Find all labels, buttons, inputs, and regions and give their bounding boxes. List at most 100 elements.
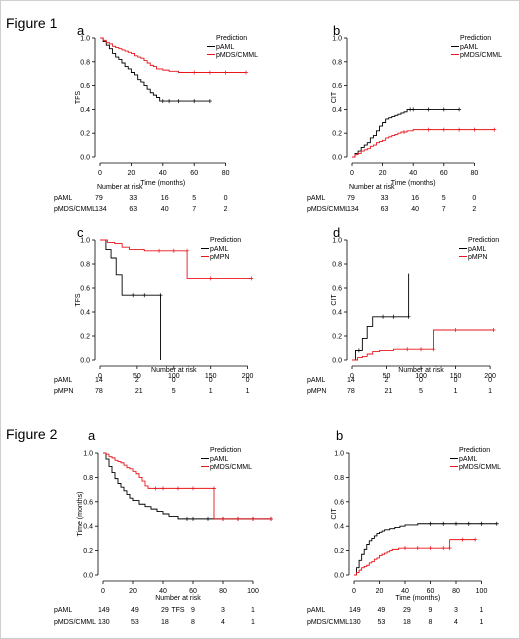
y-tick-label: 1.0 — [332, 238, 342, 245]
censor-mark — [454, 521, 458, 526]
series-line-pAML — [354, 523, 497, 576]
risk-cell: 1 — [488, 388, 492, 395]
series-line-pMDS/CMML — [103, 452, 271, 520]
censor-mark — [441, 521, 446, 526]
risk-cell: 29 — [161, 607, 169, 614]
censor-mark — [192, 99, 197, 104]
risk-cell: 18 — [161, 619, 169, 626]
x-axis-label-secondary: Number at risk — [155, 595, 201, 602]
risk-cell: 0 — [454, 377, 458, 384]
series-line-pAML — [103, 452, 271, 520]
censor-mark — [473, 537, 478, 542]
censor-mark — [160, 99, 165, 104]
x-axis-label: Number at risk — [398, 367, 444, 374]
risk-cell: 0 — [172, 377, 176, 384]
risk-cell: 2 — [135, 377, 139, 384]
figure-1-title: Figure 1 — [6, 15, 58, 31]
series-line-pMDS/CMML — [100, 37, 247, 73]
censor-mark — [158, 293, 163, 298]
risk-cell: 149 — [98, 607, 110, 614]
y-tick-label: 0.0 — [83, 573, 93, 580]
x-tick-label: 20 — [128, 170, 136, 177]
x-axis-label: TFS — [171, 607, 185, 614]
y-tick-label: 0.6 — [332, 286, 342, 293]
y-tick-label: 0.4 — [80, 107, 90, 114]
x-tick-label: 20 — [129, 588, 137, 595]
censor-mark — [176, 99, 181, 104]
legend-entry: pAML — [210, 456, 228, 463]
x-tick-label: 60 — [440, 170, 448, 177]
censor-mark — [466, 521, 471, 526]
risk-cell: 4 — [454, 619, 458, 626]
risk-cell: 134 — [95, 206, 107, 213]
censor-mark — [206, 516, 210, 521]
risk-cell: 78 — [347, 388, 355, 395]
risk-cell: 29 — [403, 607, 411, 614]
risk-cell: 40 — [161, 206, 169, 213]
censor-mark — [415, 546, 420, 551]
censor-mark — [460, 537, 465, 542]
risk-cell: 9 — [191, 607, 195, 614]
censor-mark — [171, 248, 176, 253]
x-tick-label: 50 — [383, 373, 391, 380]
y-axis-label: TFS — [75, 293, 82, 307]
y-tick-label: 0.4 — [80, 310, 90, 317]
censor-mark — [153, 486, 158, 491]
panel-label: b — [333, 23, 340, 38]
risk-cell: 1 — [251, 607, 255, 614]
x-tick-label: 0 — [98, 373, 102, 380]
censor-mark — [457, 107, 462, 112]
censor-mark — [142, 293, 147, 298]
panel-label: d — [333, 225, 340, 240]
x-tick-label: 100 — [168, 373, 180, 380]
x-tick-label: 200 — [242, 373, 254, 380]
x-tick-label: 40 — [159, 588, 167, 595]
x-tick-label: 20 — [379, 170, 387, 177]
y-tick-label: 0.4 — [332, 310, 342, 317]
y-tick-label: 0.6 — [332, 83, 342, 90]
y-tick-label: 1.0 — [80, 36, 90, 43]
y-tick-label: 0.2 — [80, 131, 90, 138]
series-line-pAML — [352, 273, 410, 361]
censor-mark — [441, 546, 446, 551]
risk-cell: 0 — [224, 195, 228, 202]
risk-row-label: pMDS/CMML — [307, 619, 349, 626]
censor-mark — [406, 314, 411, 319]
censor-mark — [131, 293, 136, 298]
risk-cell: 33 — [381, 195, 389, 202]
risk-cell: 3 — [454, 607, 458, 614]
series-line-pAML — [100, 239, 161, 360]
panel-label: c — [77, 225, 84, 240]
legend-entry: pAML — [210, 246, 228, 253]
risk-cell: 33 — [129, 195, 137, 202]
risk-row-label: pAML — [307, 377, 325, 384]
risk-table-title: Number at risk — [97, 184, 143, 191]
legend-entry: pMDS/CMML — [210, 464, 252, 471]
y-tick-label: 0.0 — [80, 155, 90, 162]
risk-cell: 49 — [131, 607, 139, 614]
risk-cell: 2 — [385, 377, 389, 384]
panel-label: b — [336, 428, 343, 443]
y-tick-label: 0.6 — [80, 83, 90, 90]
legend-entry: pMPN — [210, 254, 229, 261]
censor-mark — [185, 516, 189, 521]
y-axis-label: CIT — [331, 294, 338, 306]
risk-cell: 1 — [246, 388, 250, 395]
risk-row-label: pMPN — [307, 388, 326, 395]
risk-cell: 1 — [454, 388, 458, 395]
risk-cell: 78 — [95, 388, 103, 395]
risk-cell: 49 — [378, 607, 386, 614]
x-tick-label: 0 — [350, 170, 354, 177]
y-axis-label: CIT — [331, 508, 338, 520]
x-tick-label: 100 — [476, 588, 488, 595]
legend-title: Prediction — [468, 237, 499, 244]
risk-row-label: pAML — [54, 195, 72, 202]
y-tick-label: 0.6 — [334, 499, 344, 506]
series-line-pMPN — [100, 239, 252, 279]
legend-entry: pAML — [468, 246, 486, 253]
risk-cell: 7 — [442, 206, 446, 213]
